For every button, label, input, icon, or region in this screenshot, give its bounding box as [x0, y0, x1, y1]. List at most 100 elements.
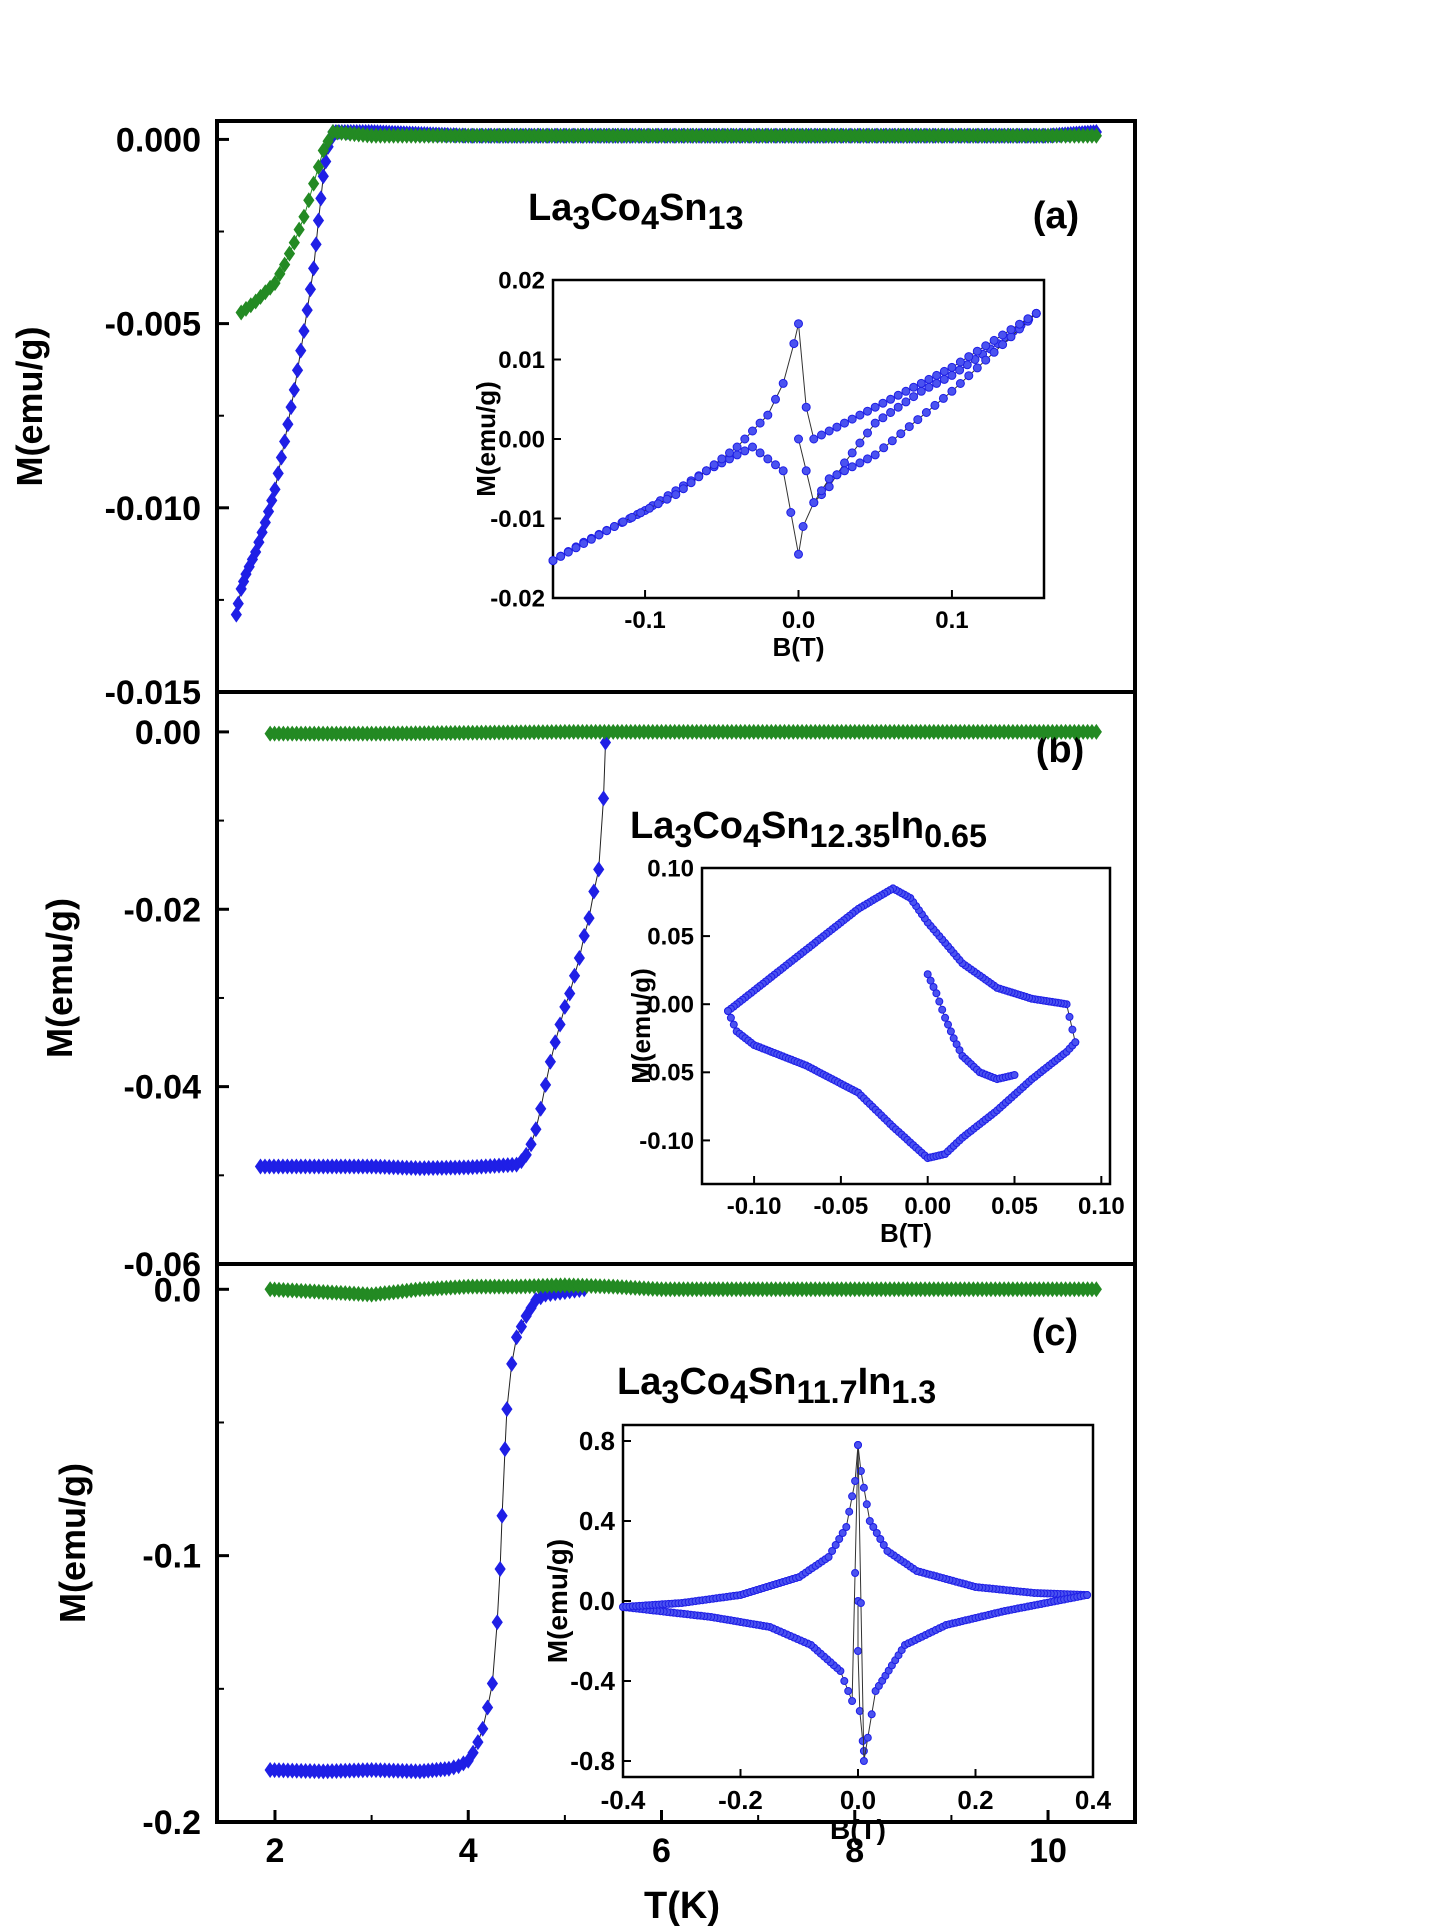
inset-data-point — [844, 1687, 853, 1695]
panel-b: 0.00-0.02-0.04-0.06M(emu/g)(b)La3Co4Sn12… — [39, 714, 1102, 1284]
inset-data-point — [867, 1710, 876, 1719]
data-point-zfc — [272, 465, 284, 482]
data-point-zfc — [312, 212, 325, 229]
data-point-zfc — [525, 1299, 537, 1316]
series-line-zfc — [270, 1288, 585, 1772]
inset-data-point — [847, 448, 857, 458]
inset-data-point — [778, 466, 788, 476]
inset-data-point — [929, 983, 938, 991]
inset-x-tick-label: -0.05 — [814, 1193, 869, 1220]
data-point-zfc — [481, 1699, 494, 1716]
formula-part: 4 — [730, 1374, 748, 1410]
inset-y-axis-label: M(emu/g) — [626, 968, 656, 1084]
inset-data-point — [729, 1020, 738, 1029]
data-point-zfc — [525, 1136, 537, 1153]
inset-data-point — [870, 402, 880, 412]
data-point-fc — [1090, 1281, 1102, 1298]
data-point-zfc — [535, 1289, 547, 1306]
inset-data-point — [835, 1535, 844, 1543]
inset-data-point — [935, 997, 944, 1006]
inset-data-point — [789, 339, 799, 349]
inset-data-point — [1031, 308, 1041, 318]
inset-x-tick-label: -0.2 — [718, 1785, 763, 1815]
inset-data-point — [809, 498, 819, 508]
inset-data-point — [824, 1553, 833, 1561]
inset-data-point — [870, 418, 880, 428]
inset-data-point — [694, 472, 704, 482]
inset-data-point — [644, 503, 654, 513]
inset-data-point — [602, 526, 612, 536]
inset-data-point — [926, 976, 935, 985]
data-point-fc — [250, 293, 262, 310]
inset-data-point — [840, 418, 849, 428]
inset-data-point — [856, 1467, 865, 1475]
formula-part: La — [617, 1361, 662, 1403]
inset-data-point — [778, 378, 788, 388]
inset-data-point — [872, 1529, 881, 1537]
inset-data-point — [932, 378, 942, 388]
data-point-zfc — [588, 883, 600, 900]
inset-data-point — [916, 386, 926, 396]
inset-y-tick-label: 0.8 — [579, 1426, 615, 1456]
panel-c: 0.0 -0.1 -0.2 M(emu/g) (c) La3Co4Sn11.7In1.3 — [52, 1271, 1102, 1842]
data-point-fc — [274, 265, 286, 282]
data-point-zfc — [544, 1053, 556, 1070]
data-point-zfc — [472, 1734, 484, 1751]
data-point-fc — [288, 234, 300, 251]
inset-data-point — [981, 341, 991, 351]
inset-x-tick-label: 0.00 — [904, 1193, 951, 1220]
inset-data-point — [828, 1547, 837, 1555]
inset-data-point — [586, 534, 596, 544]
data-point-zfc — [535, 1100, 547, 1117]
data-point-zfc — [232, 595, 244, 612]
data-point-zfc — [597, 790, 610, 807]
inset-data-point — [1015, 319, 1024, 329]
inset-x-tick-label: 0.0 — [782, 607, 815, 634]
inset-x-tick-label: 0.05 — [991, 1193, 1038, 1220]
y-tick-label: 0.00 — [135, 714, 201, 752]
inset-data-point — [932, 370, 942, 380]
inset-data-point — [840, 458, 849, 468]
data-point-zfc — [304, 281, 317, 298]
formula-part: 3 — [572, 200, 590, 236]
inset-data-point — [724, 1007, 732, 1015]
formula-part: 1.3 — [891, 1374, 936, 1410]
formula-part: 3 — [661, 1374, 679, 1410]
inset-data-point — [755, 418, 765, 428]
inset-data-point — [1065, 1012, 1074, 1021]
inset-panels: -0.1 0.0 0.1 0.02 0.01 0.00 -0.01 -0.02 B(T) M(em… — [471, 267, 1125, 1845]
data-point-zfc — [315, 190, 327, 207]
data-point-zfc — [462, 1752, 474, 1769]
data-point-zfc — [486, 1675, 498, 1692]
inset-data-point — [938, 393, 948, 403]
inset-data-point — [1023, 314, 1033, 324]
inset-data-point — [809, 434, 819, 444]
inset-data-point — [840, 466, 849, 476]
inset-data-point — [878, 398, 888, 408]
inset-x-axis-label: B(T) — [880, 1218, 932, 1248]
inset-data-point — [848, 1492, 857, 1501]
data-point-zfc — [477, 1720, 489, 1737]
x-tick-label: 4 — [459, 1832, 478, 1870]
data-point-zfc — [520, 1146, 532, 1163]
inset-data-point — [701, 466, 711, 476]
formula-part: 4 — [641, 200, 659, 236]
x-tick-label: 6 — [652, 1832, 671, 1870]
inset-data-point — [939, 366, 949, 376]
inset-data-point — [686, 478, 696, 488]
data-point-fc — [308, 175, 320, 192]
inset-data-point — [763, 454, 773, 464]
data-point-fc — [264, 279, 276, 296]
inset-data-point — [855, 1707, 864, 1715]
formula-part: Sn — [761, 805, 810, 847]
inset-data-point — [817, 486, 826, 496]
inset-x-tick-label: 0.2 — [957, 1785, 993, 1815]
inset-data-point — [998, 340, 1008, 350]
inset-data-point — [909, 382, 919, 392]
inset-data-point — [854, 1441, 862, 1449]
formula-part: 4 — [743, 818, 761, 854]
inset-x-tick-label: 0.4 — [1075, 1785, 1112, 1815]
data-point-zfc — [285, 399, 297, 416]
formula-part: 13 — [708, 200, 744, 236]
inset-data-point — [801, 466, 811, 476]
